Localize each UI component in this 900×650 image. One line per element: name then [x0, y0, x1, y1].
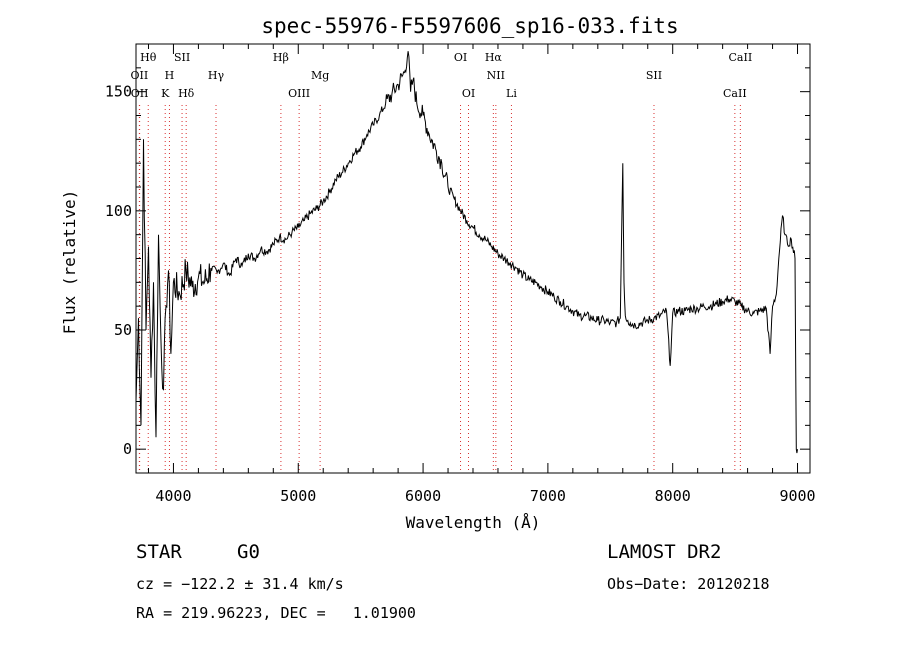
line-marker-label-1: OII — [131, 69, 149, 82]
line-marker-label-11: OI — [454, 51, 467, 64]
x-tick-label-1: 5000 — [280, 487, 316, 505]
y-tick-label-2: 100 — [105, 202, 132, 220]
ra-dec-coordinates: RA = 219.96223, DEC = 1.01900 — [136, 604, 416, 622]
x-tick-label-4: 8000 — [655, 487, 691, 505]
observation-date: Obs−Date: 20120218 — [607, 575, 770, 593]
redshift-cz: cz = −122.2 ± 31.4 km/s — [136, 575, 344, 593]
survey-name: LAMOST DR2 — [607, 541, 722, 563]
x-axis-label: Wavelength (Å) — [406, 513, 541, 532]
axis-ticks: 4000 5000 6000 7000 8000 9000 0 50 100 150 — [105, 43, 816, 505]
line-marker-label-2: OII — [131, 87, 149, 100]
x-tick-label-2: 6000 — [405, 487, 441, 505]
line-marker-label-8: Hβ — [273, 51, 289, 64]
chart-title: spec-55976-F5597606_sp16-033.fits — [261, 14, 678, 38]
line-marker-label-12: OI — [462, 87, 475, 100]
y-tick-label-1: 50 — [114, 321, 132, 339]
line-marker-label-0: Hθ — [140, 51, 157, 64]
y-tick-label-3: 150 — [105, 83, 132, 101]
line-marker-label-9: OIII — [288, 87, 310, 100]
object-subclass: G0 — [237, 541, 260, 563]
line-marker-label-4: H — [165, 69, 175, 82]
object-class: STAR — [136, 541, 182, 563]
x-tick-label-3: 7000 — [530, 487, 566, 505]
x-tick-label-0: 4000 — [155, 487, 191, 505]
line-marker-label-15: Li — [506, 87, 517, 100]
line-marker-label-14: NII — [487, 69, 505, 82]
line-marker-label-16: SII — [646, 69, 662, 82]
line-marker-label-18: CaII — [723, 87, 747, 100]
line-marker-label-10: Mg — [311, 69, 329, 82]
line-marker-label-5: K — [161, 87, 170, 100]
y-axis-label: Flux (relative) — [60, 190, 79, 335]
line-marker-label-13: Hα — [485, 51, 503, 64]
x-tick-label-5: 9000 — [779, 487, 815, 505]
line-marker-label-3: SII — [174, 51, 190, 64]
line-marker-label-17: CaII — [729, 51, 753, 64]
y-tick-label-0: 0 — [123, 440, 132, 458]
spectrum-line — [135, 51, 798, 454]
line-marker-label-7: Hγ — [208, 69, 225, 82]
line-marker-label-6: Hδ — [178, 87, 195, 100]
